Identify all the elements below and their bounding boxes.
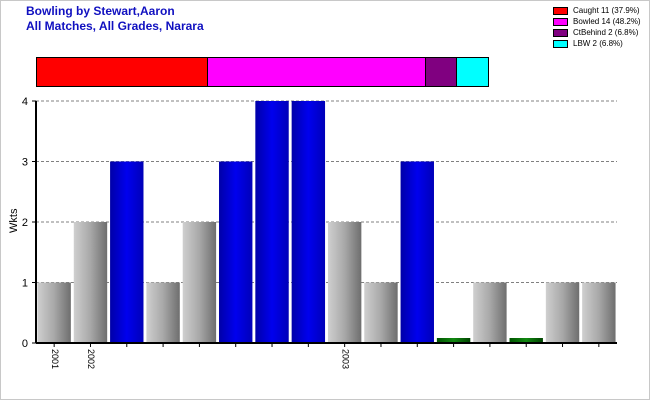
bar: [291, 101, 326, 343]
y-tick-label: 0: [22, 338, 28, 350]
y-tick-label: 3: [22, 157, 28, 169]
y-tick-label: 4: [22, 96, 28, 108]
bar: [110, 161, 144, 343]
bar: [146, 282, 180, 343]
legend-swatch-ctbehind: [553, 28, 568, 37]
bar: [182, 222, 217, 343]
bar: [255, 101, 289, 343]
bar: [545, 282, 580, 343]
legend-item-bowled: Bowled 14 (48.2%): [553, 16, 641, 27]
bar: [582, 282, 616, 343]
y-tick-label: 1: [22, 278, 28, 290]
dismissal-stacked-bar: [36, 57, 489, 87]
bar: [73, 222, 108, 343]
stack-segment-caught: [37, 58, 209, 86]
legend-label-lbw: LBW 2 (6.8%): [573, 39, 623, 48]
x-tick-label: 2003: [340, 349, 350, 369]
bar: [473, 282, 507, 343]
bar: [436, 338, 471, 343]
chart-title: Bowling by Stewart,Aaron: [26, 4, 175, 18]
legend: Caught 11 (37.9%) Bowled 14 (48.2%) CtBe…: [553, 5, 641, 49]
legend-label-bowled: Bowled 14 (48.2%): [573, 17, 641, 26]
legend-swatch-lbw: [553, 39, 568, 48]
bar: [327, 222, 362, 343]
stack-segment-bowled: [208, 58, 426, 86]
chart-subtitle: All Matches, All Grades, Narara: [26, 19, 204, 33]
stack-segment-ctbehind: [425, 58, 457, 86]
legend-item-ctbehind: CtBehind 2 (6.8%): [553, 27, 641, 38]
legend-item-caught: Caught 11 (37.9%): [553, 5, 641, 16]
legend-swatch-caught: [553, 6, 568, 15]
bar: [364, 282, 398, 343]
y-tick-label: 2: [22, 217, 28, 229]
x-tick-label: 2001: [50, 349, 60, 369]
legend-label-ctbehind: CtBehind 2 (6.8%): [573, 28, 639, 37]
legend-item-lbw: LBW 2 (6.8%): [553, 38, 641, 49]
legend-swatch-bowled: [553, 17, 568, 26]
x-tick-label: 2002: [86, 349, 96, 369]
bar: [37, 282, 71, 343]
bar: [509, 338, 543, 343]
legend-label-caught: Caught 11 (37.9%): [573, 6, 640, 15]
stack-segment-lbw: [456, 58, 488, 86]
bar: [400, 161, 434, 343]
bar: [219, 161, 253, 343]
